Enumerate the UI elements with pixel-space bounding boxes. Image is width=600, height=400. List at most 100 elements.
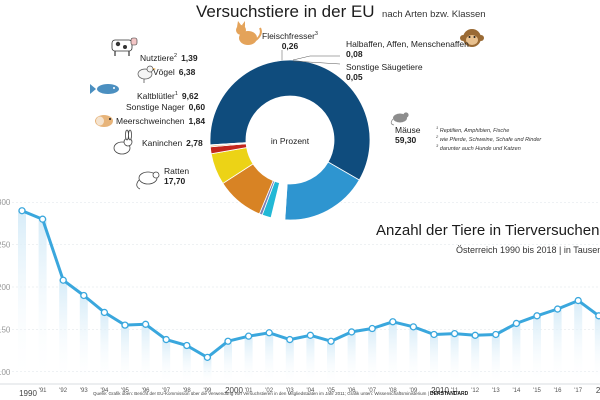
- x-tick-label: '01: [245, 388, 253, 394]
- point-'17: [574, 296, 582, 305]
- bird-icon: [137, 65, 156, 83]
- source-line: Quelle: Grafik oben: Bericht der EU-Komm…: [93, 391, 468, 397]
- point-2018: [595, 312, 600, 320]
- slice-name: Mäuse: [395, 125, 421, 135]
- point-'01: [244, 332, 253, 340]
- x-tick-label: '08: [389, 388, 397, 394]
- leader-primates: [292, 55, 340, 61]
- x-tick-label: '95: [121, 388, 129, 394]
- point-'11: [450, 329, 459, 338]
- x-tick-label: '97: [162, 388, 170, 394]
- point-'12: [471, 331, 479, 339]
- point-'92: [59, 276, 67, 284]
- slice-name: Sonstige Säugetiere: [346, 62, 423, 72]
- bar-'04: [306, 335, 315, 384]
- point-'91: [38, 215, 47, 223]
- x-tick-label: '99: [203, 388, 211, 394]
- footnote-1: 1 Reptilien, Amphibien, Fische: [436, 125, 510, 134]
- x-tick-label: '17: [574, 388, 582, 394]
- point-'97: [162, 335, 170, 344]
- bar-'13: [491, 334, 500, 384]
- x-tick-label: 2010: [431, 386, 449, 395]
- point-2000: [224, 337, 232, 345]
- label-other-rodents: Sonstige Nager 0,60: [126, 102, 205, 112]
- x-tick-label: 2018: [596, 386, 600, 395]
- center-label: in Prozent: [271, 136, 310, 146]
- slice-note: 3: [314, 31, 318, 38]
- bar-'09: [409, 326, 418, 384]
- bar-'93: [79, 295, 88, 384]
- pie-title-block: Versuchstiere in der EU nach Arten bzw. …: [196, 2, 486, 22]
- point-2010: [430, 330, 438, 339]
- slice-name: Vögel: [153, 67, 175, 77]
- x-tick-label: '02: [265, 388, 273, 394]
- bar-'06: [347, 331, 356, 384]
- footnote-2: 2 wie Pferde, Schweine, Schafe und Rinde…: [436, 134, 542, 143]
- bar-'98: [182, 345, 191, 384]
- point-'05: [327, 337, 335, 345]
- slice-name: Halbaffen, Affen, Menschenaffen: [346, 39, 469, 49]
- cow-icon: [111, 37, 138, 56]
- x-tick-label: '96: [142, 388, 150, 394]
- point-'99: [203, 353, 212, 362]
- slice-value: 0,26: [281, 41, 299, 51]
- bar-'15: [533, 315, 541, 384]
- x-tick-label: '04: [306, 388, 314, 394]
- point-'04: [306, 331, 315, 339]
- slice-value: 1,39: [181, 53, 198, 63]
- y-tick-label: 300: [0, 198, 11, 207]
- point-'94: [100, 308, 109, 317]
- slice-value: 9,62: [181, 91, 199, 101]
- donut-hole: [247, 97, 333, 183]
- bar-'02: [265, 332, 274, 384]
- x-tick-label: 1990: [19, 389, 37, 398]
- slice-note: 2: [174, 53, 178, 60]
- slice-name: Sonstige Nager: [126, 102, 185, 112]
- bar-'11: [450, 333, 459, 384]
- label-mice: Mäuse 59,30: [395, 125, 421, 145]
- slice-other-mammals: [209, 142, 247, 146]
- monkey-icon: [460, 29, 484, 47]
- pie-title: Versuchstiere in der EU: [196, 2, 375, 21]
- slice-name: Kaltblütler: [137, 91, 175, 101]
- bar-2010: [430, 334, 438, 384]
- bar-'05: [327, 341, 335, 384]
- slice-name: Fleischfresser: [262, 31, 315, 41]
- bar-'01: [244, 336, 253, 384]
- bar-'91: [38, 219, 47, 384]
- x-tick-label: '15: [533, 388, 541, 394]
- x-tick-label: '11: [451, 388, 459, 394]
- y-tick-label: 100: [0, 368, 11, 377]
- slice-name: Kaninchen: [142, 138, 183, 148]
- slice-value: 2,78: [186, 138, 203, 148]
- footnote-3: 3 darunter auch Hunde und Katzen: [436, 143, 521, 152]
- point-'98: [183, 341, 191, 350]
- x-tick-label: '94: [100, 388, 108, 394]
- x-tick-label: '06: [348, 388, 356, 394]
- rat-icon: [136, 171, 160, 190]
- x-tick-label: '07: [368, 388, 376, 394]
- pie-subtitle: nach Arten bzw. Klassen: [382, 9, 486, 20]
- x-tick-label: '14: [512, 388, 520, 394]
- slice-mice: [209, 59, 371, 181]
- point-'02: [265, 329, 273, 337]
- x-tick-label: '05: [327, 388, 335, 394]
- fish-icon: [90, 84, 119, 94]
- pie-chart: in Prozent: [90, 21, 484, 221]
- point-'08: [389, 318, 397, 326]
- bar-'99: [203, 357, 212, 384]
- x-tick-label: '03: [286, 388, 294, 394]
- rabbit-icon: [113, 129, 133, 155]
- x-tick-label: '16: [554, 388, 562, 394]
- bar-'92: [59, 280, 68, 384]
- label-birds: Vögel 6,38: [153, 67, 195, 77]
- point-'15: [533, 312, 541, 320]
- bar-'95: [121, 325, 129, 384]
- slice-value: 1,84: [188, 116, 206, 126]
- y-tick-label: 150: [0, 325, 11, 334]
- point-'13: [492, 330, 500, 339]
- point-'95: [121, 321, 129, 329]
- bar-'16: [553, 309, 562, 384]
